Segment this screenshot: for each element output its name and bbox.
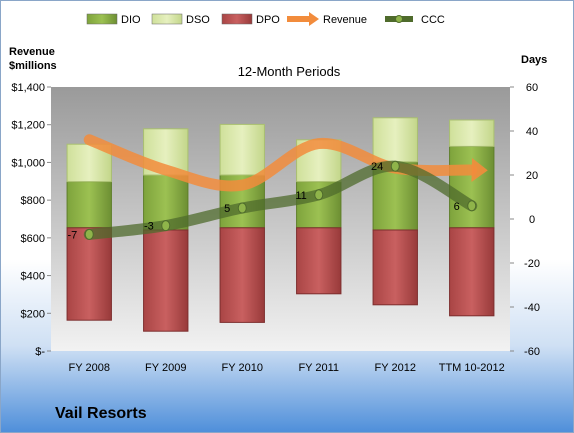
chart-title: 12-Month Periods [238,64,341,79]
legend-swatch-dio [86,13,118,25]
legend-label-ccc: CCC [421,14,445,26]
legend-swatch-revenue-arrow [309,12,319,26]
bar-dpo [296,227,342,295]
x-tick-label: FY 2012 [375,362,416,374]
bar-dso [219,123,265,176]
legend-swatch-dpo [221,13,253,25]
left-tick-label: $1,000 [11,157,45,169]
right-tick-label: 0 [529,214,535,226]
bar-dpo [449,227,495,317]
bar-dso [449,119,495,147]
ccc-point [161,220,171,232]
left-axis-label-line1: Revenue [9,46,55,58]
right-axis: -60 -40 -20 0 20 40 60 [510,82,540,358]
ccc-data-label: 5 [224,203,230,215]
legend-label-dso: DSO [186,14,210,26]
ccc-point [84,228,94,240]
ccc-point [390,160,400,172]
ccc-point [237,202,247,214]
ccc-point [467,200,477,212]
ccc-line [83,160,478,240]
left-tick-label: $200 [21,308,45,320]
x-tick-label: FY 2010 [222,362,263,374]
bar-dpo [372,229,418,306]
ccc-data-label: 11 [295,190,306,202]
plot-area [51,87,510,351]
right-tick-label: 40 [526,126,538,138]
bar-dpo [66,227,112,321]
legend-label-dpo: DPO [256,14,280,26]
right-axis-label: Days [521,54,547,66]
left-axis-label-line2: $millions [9,60,57,72]
ccc-data-label: -7 [67,229,77,241]
left-tick-label: $- [35,346,45,358]
right-tick-label: -20 [524,258,540,270]
right-tick-label: -60 [524,346,540,358]
ccc-point [314,189,324,201]
legend-label-dio: DIO [121,14,141,26]
ccc-data-label: -3 [144,221,154,233]
legend-swatch-ccc-point [395,15,403,23]
left-tick-label: $400 [21,271,45,283]
ccc-data-label: 24 [371,161,383,173]
bar-dio [66,181,112,229]
x-tick-label: FY 2009 [145,362,186,374]
legend-label-revenue: Revenue [323,14,367,26]
company-name: Vail Resorts [55,405,147,422]
bar-dpo [219,227,265,323]
bar-dpo [143,229,189,332]
ccc-data-label: 6 [454,201,460,213]
legend-swatch-dso [151,13,183,25]
left-axis: $- $200 $400 $600 $800 $1,000 $1,200 $1,400 [11,82,51,358]
line-series: -7 -3 5 11 24 6 [67,134,488,241]
left-tick-label: $800 [21,195,45,207]
x-tick-label: TTM 10-2012 [439,362,505,374]
bar-dso [372,117,418,163]
bar-dio [449,145,495,229]
right-tick-label: 60 [526,82,538,94]
x-tick-label: FY 2008 [69,362,110,374]
right-tick-label: -40 [524,302,540,314]
x-tick-label: FY 2011 [298,362,339,374]
left-tick-label: $600 [21,233,45,245]
right-tick-label: 20 [526,170,538,182]
revenue-arrowhead [471,157,488,182]
x-axis: FY 2008 FY 2009 FY 2010 FY 2011 FY 2012 TTM 1… [69,362,505,374]
legend: DIO DSO DPO Revenue CCC [86,12,445,26]
left-tick-label: $1,200 [11,120,45,132]
left-tick-label: $1,400 [11,82,45,94]
bar-series [66,117,495,332]
